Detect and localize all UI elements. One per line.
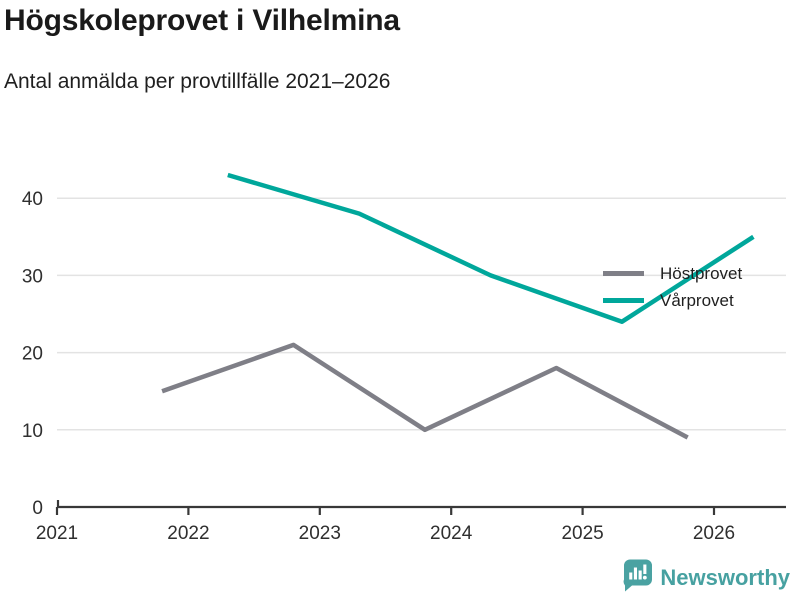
y-tick-label-10: 10 [22, 421, 43, 442]
footer-brand: Newsworthy [623, 559, 790, 597]
x-tick-label-2025: 2025 [561, 523, 603, 544]
chart-area: 0 10 20 30 40 2021 2022 2023 2024 2025 2026 Höstpr… [0, 120, 800, 560]
newsworthy-logo-icon [623, 559, 653, 597]
legend-label-hostprovet: Höstprovet [660, 263, 743, 283]
chart-subtitle: Antal anmälda per provtillfälle 2021–202… [4, 70, 391, 93]
x-tick-label-2023: 2023 [299, 523, 341, 544]
x-tick-label-2022: 2022 [167, 523, 209, 544]
y-tick-label-0: 0 [32, 498, 43, 519]
legend: Höstprovet Vårprovet [603, 260, 742, 314]
series-line-vårprovet [227, 172, 755, 324]
legend-item-varprovet: Vårprovet [603, 287, 742, 314]
x-tick-label-2021: 2021 [36, 523, 78, 544]
series-line-höstprovet [161, 342, 689, 440]
chart-title: Högskoleprovet i Vilhelmina [4, 4, 400, 37]
y-tick-label-30: 30 [22, 266, 43, 287]
legend-item-hostprovet: Höstprovet [603, 260, 742, 287]
legend-label-varprovet: Vårprovet [660, 290, 734, 310]
y-tick-label-40: 40 [22, 189, 43, 210]
line-chart: 0 10 20 30 40 2021 2022 2023 2024 2025 2026 [22, 172, 786, 544]
varprovet-line-swatch [603, 298, 644, 303]
hostprovet-line-swatch [603, 271, 644, 276]
x-tick-label-2024: 2024 [430, 523, 473, 544]
x-tick-label-2026: 2026 [693, 523, 735, 544]
y-tick-label-20: 20 [22, 344, 43, 365]
newsworthy-logo-text: Newsworthy [660, 565, 790, 590]
